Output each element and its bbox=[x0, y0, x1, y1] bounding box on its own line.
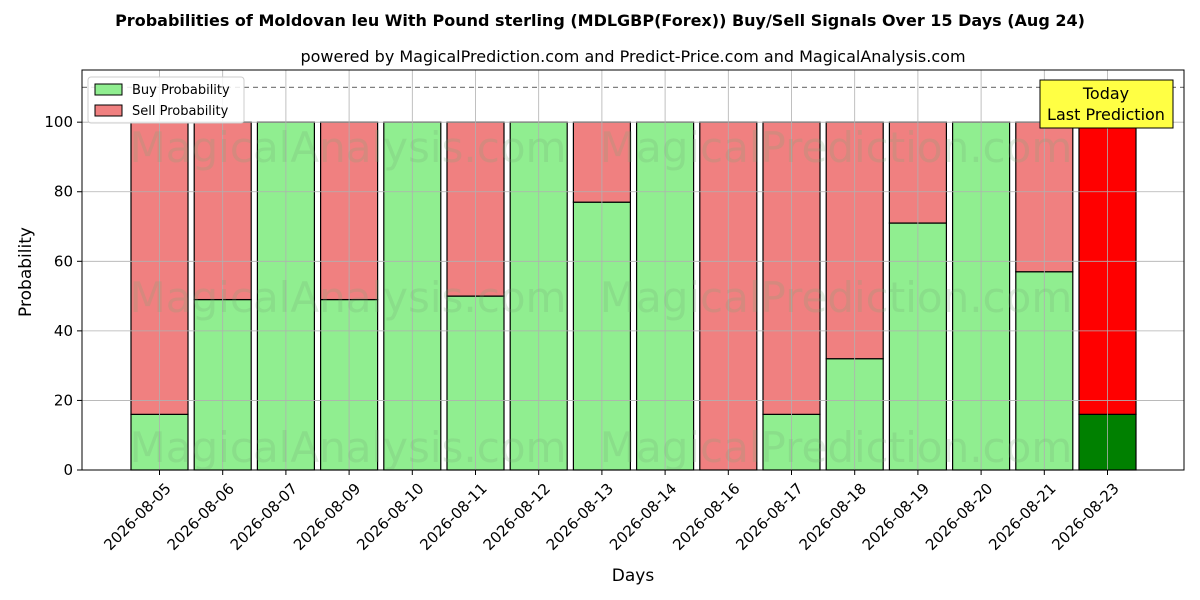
watermark: MagicalPrediction.com bbox=[600, 423, 1073, 472]
x-tick-label: 2026-08-20 bbox=[922, 480, 996, 554]
x-tick-label: 2026-08-14 bbox=[606, 480, 680, 554]
x-tick-label: 2026-08-18 bbox=[796, 480, 870, 554]
legend bbox=[87, 76, 245, 124]
x-tick-label: 2026-08-13 bbox=[543, 480, 617, 554]
legend-swatch bbox=[94, 83, 123, 96]
x-tick-label: 2026-08-16 bbox=[669, 480, 743, 554]
watermark: MagicalPrediction.com bbox=[600, 273, 1073, 322]
plot-area: MagicalAnalysis.com MagicalPrediction.com… bbox=[44, 69, 1185, 554]
y-tick-label: 60 bbox=[54, 252, 73, 270]
x-tick-label: 2026-08-17 bbox=[732, 480, 806, 554]
x-tick-label: 2026-08-23 bbox=[1048, 480, 1122, 554]
annotation-text: Last Prediction bbox=[1047, 105, 1165, 124]
y-tick-label: 100 bbox=[44, 113, 73, 131]
annotation-text: Today bbox=[1082, 84, 1129, 103]
x-tick-label: 2026-08-11 bbox=[416, 480, 490, 554]
y-tick-label: 0 bbox=[63, 461, 73, 479]
x-tick-label: 2026-08-07 bbox=[227, 480, 301, 554]
x-tick-label: 2026-08-21 bbox=[985, 480, 1059, 554]
y-axis-label: Probability bbox=[16, 227, 36, 317]
watermark: MagicalAnalysis.com bbox=[130, 423, 567, 472]
y-tick-label: 80 bbox=[54, 183, 73, 201]
legend-label: Sell Probability bbox=[132, 104, 229, 119]
x-tick-label: 2026-08-05 bbox=[100, 480, 174, 554]
y-tick-label: 40 bbox=[54, 322, 73, 340]
annotation-box bbox=[1039, 79, 1174, 129]
plot-frame bbox=[81, 69, 1185, 471]
watermark: MagicalAnalysis.com bbox=[130, 273, 567, 322]
x-tick-label: 2026-08-09 bbox=[290, 480, 364, 554]
legend-swatch bbox=[94, 104, 123, 117]
x-tick-label: 2026-08-10 bbox=[353, 480, 427, 554]
chart-title: Probabilities of Moldovan leu With Pound… bbox=[115, 11, 1085, 30]
chart-subtitle: powered by MagicalPrediction.com and Pre… bbox=[300, 47, 965, 66]
y-tick-label: 20 bbox=[54, 391, 73, 409]
watermark: MagicalPrediction.com bbox=[600, 123, 1073, 172]
x-axis-label: Days bbox=[612, 566, 655, 586]
legend-label: Buy Probability bbox=[132, 83, 230, 98]
watermark: MagicalAnalysis.com bbox=[130, 123, 567, 172]
x-tick-label: 2026-08-19 bbox=[859, 480, 933, 554]
x-tick-label: 2026-08-12 bbox=[480, 480, 554, 554]
x-tick-label: 2026-08-06 bbox=[164, 480, 238, 554]
